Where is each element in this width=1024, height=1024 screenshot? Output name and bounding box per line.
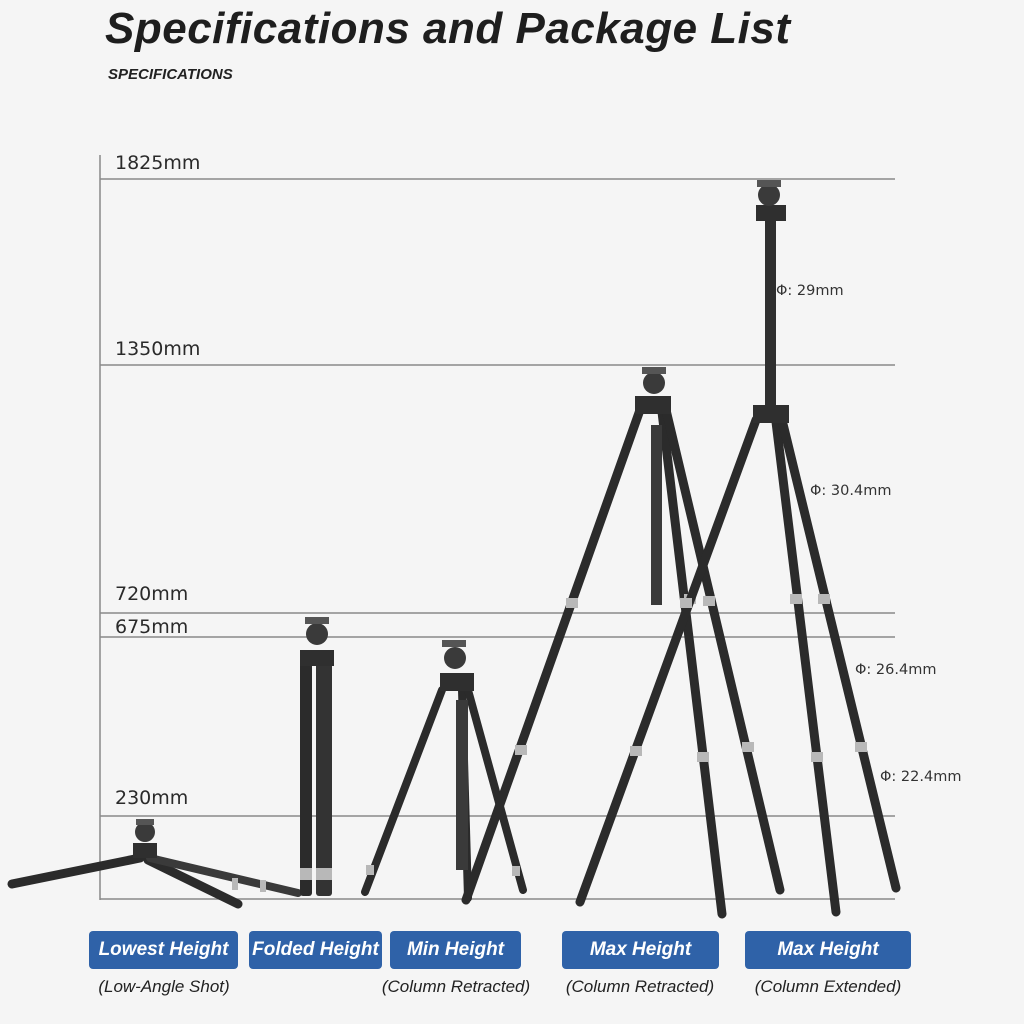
height-label-675: 675mm — [115, 616, 189, 638]
tripod-max-extended — [575, 180, 901, 917]
caption-min-height: (Column Retracted) — [381, 977, 531, 996]
tripod-min — [361, 640, 527, 902]
caption-max-height-retracted: (Column Retracted) — [565, 977, 715, 996]
height-label-1825: 1825mm — [115, 152, 201, 174]
badge-min-height: Min Height — [390, 931, 521, 969]
badge-lowest-height: Lowest Height — [89, 931, 238, 969]
tripod-folded — [300, 617, 334, 896]
badge-max-height-extended: Max Height — [745, 931, 911, 969]
tripod-lowest — [7, 819, 302, 909]
badge-folded-height: Folded Height — [249, 931, 382, 969]
diameter-label-column: Φ: 29mm — [776, 283, 844, 299]
badge-max-height-retracted: Max Height — [562, 931, 719, 969]
diameter-label-leg-2: Φ: 26.4mm — [855, 662, 937, 678]
caption-max-height-extended: (Column Extended) — [754, 977, 902, 996]
section-subtitle: SPECIFICATIONS — [108, 66, 233, 83]
diameter-label-leg-3: Φ: 22.4mm — [880, 769, 962, 785]
caption-lowest-height: (Low-Angle Shot) — [98, 977, 230, 996]
tripod-max-retracted — [461, 367, 785, 919]
page-title: Specifications and Package List — [105, 4, 791, 53]
height-label-1350: 1350mm — [115, 338, 201, 360]
diameter-label-leg-1: Φ: 30.4mm — [810, 483, 892, 499]
height-label-720: 720mm — [115, 583, 189, 605]
height-label-230: 230mm — [115, 787, 189, 809]
